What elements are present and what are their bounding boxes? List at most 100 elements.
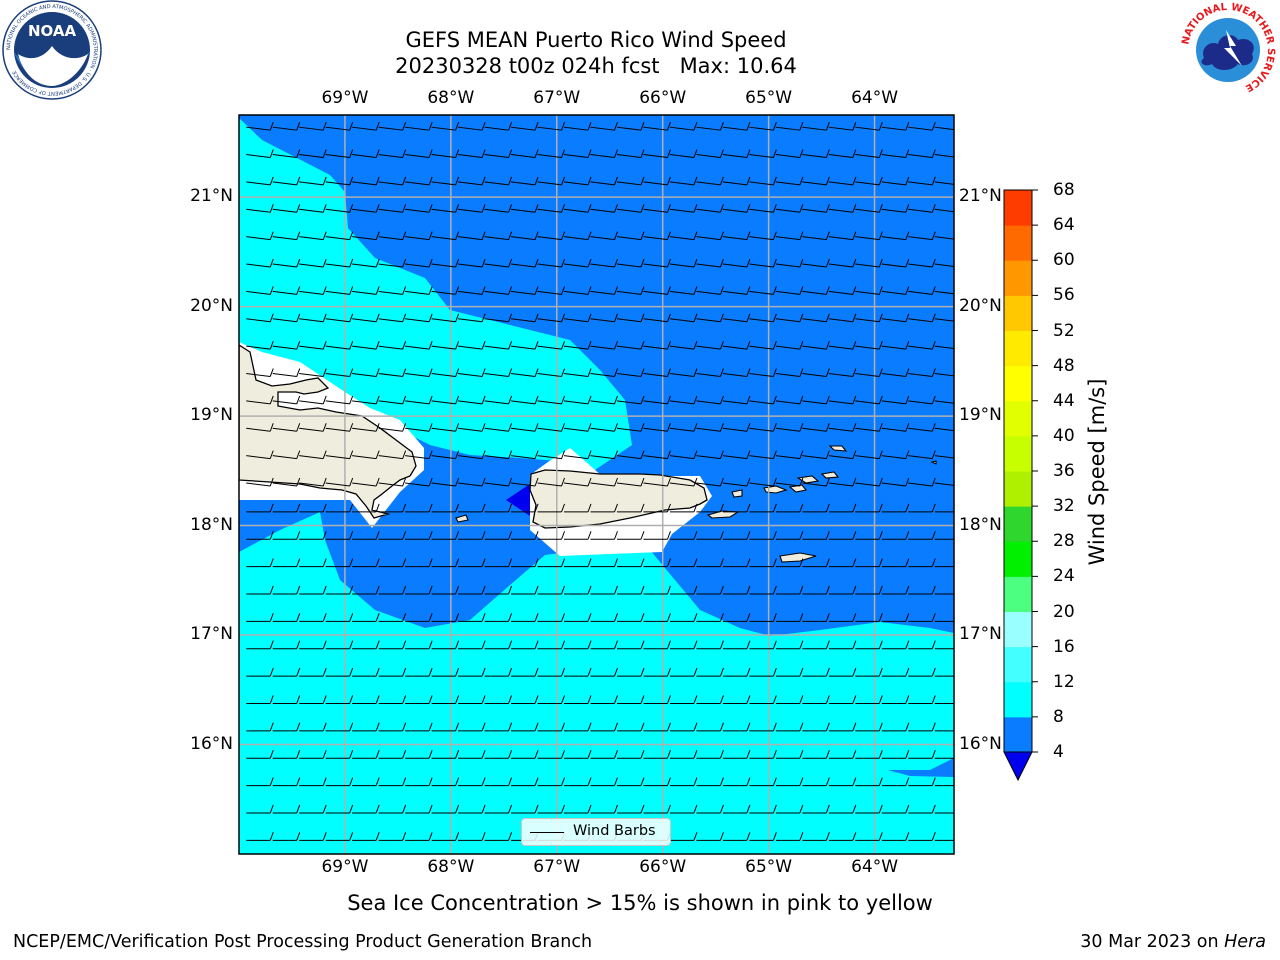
wind-barb-27 [246,804,274,814]
wind-barb-35 [458,804,486,814]
colorbar-segment-11 [1004,330,1032,367]
wind-barb-238 [828,613,857,622]
wind-barb-282 [564,558,592,568]
wind-barb-399 [802,450,830,460]
wind-barb-707 [378,122,407,131]
wind-barb-316 [749,531,777,540]
wind-barb-593 [934,263,954,267]
wind-barb-481 [828,368,857,378]
wind-barb-228 [564,613,592,622]
wind-barb-300 [325,531,354,540]
wind-barb-77 [855,777,883,787]
colorbar-tick-label-1: 64 [1053,215,1075,236]
wind-barb-663 [643,176,671,186]
wind-barb-109 [272,722,301,732]
wind-barb-93 [564,750,592,759]
wind-barb-161 [934,702,954,704]
wind-barb-508 [828,340,857,350]
island-culebra [731,489,743,498]
wind-barb-668 [775,176,804,186]
wind-barb-361 [510,477,539,487]
wind-barb-43 [669,804,698,814]
wind-barb-324 [246,503,274,513]
wind-barb-376 [908,477,936,487]
wind-barb-119 [537,722,566,732]
wind-barb-416 [537,423,566,432]
wind-barb-423 [722,423,751,432]
wind-barb-160 [908,695,936,704]
wind-barb-407 [299,423,327,432]
wind-barb-54 [246,777,274,787]
wind-barb-428 [855,423,883,432]
wind-barb-619 [908,231,936,241]
wind-barb-693 [722,149,751,159]
wind-barb-266 [855,585,883,595]
wind-barb-520 [431,313,460,323]
wind-barb-390 [563,450,592,460]
wind-barb-298 [272,531,301,540]
wind-barb-122 [616,722,645,732]
wind-barb-66 [564,777,592,787]
colorbar-segment-15 [1004,190,1032,226]
wind-barb-505 [749,340,777,350]
wind-barb-229 [590,613,618,622]
wind-barb-477 [722,368,751,378]
wind-barb-478 [749,368,777,378]
wind-barb-656 [458,176,486,186]
wind-barb-449 [696,395,724,405]
wind-barb-703 [272,122,301,131]
wind-barb-25 [908,832,936,841]
wind-barb-175 [590,667,618,677]
wind-barb-383 [378,450,407,460]
colorbar-tick-label-16: 4 [1053,742,1064,762]
footer-machine: Hera [1224,932,1266,952]
wind-barb-603 [484,231,513,241]
wind-barb-17 [696,832,724,841]
wind-barb-170 [458,667,486,677]
wind-barb-342 [722,503,751,513]
wind-barb-299 [299,531,327,540]
wind-barb-19 [749,832,777,841]
wind-barb-159 [881,695,910,704]
wind-barb-625 [352,204,380,213]
lat-tick-right-3: 18°N [959,514,1002,535]
wind-barb-679 [352,149,380,159]
wind-barb-251 [458,585,486,595]
wind-barb-336 [564,503,592,513]
colorbar-tick-label-6: 44 [1053,390,1075,411]
wind-barb-403 [908,450,936,460]
wind-barb-209 [775,640,804,650]
wind-barb-571 [352,258,380,268]
wind-barb-167 [378,667,407,677]
wind-barb-474 [643,368,671,378]
lat-tick-left-4: 17°N [190,624,233,645]
wind-barb-267 [881,585,910,595]
wind-barb-333 [484,503,513,513]
wind-barb-534 [802,313,830,323]
wind-barb-545 [378,286,407,295]
wind-barb-558 [722,286,751,295]
lon-tick-top-0: 69°W [321,88,369,108]
wind-barb-695 [775,149,804,159]
wind-barb-681 [405,149,433,159]
wind-barb-61 [431,777,460,787]
wind-barb-163 [272,667,301,677]
chart-title: GEFS MEAN Puerto Rico Wind Speed [405,28,787,52]
wind-barb-64 [511,777,539,787]
wind-barb-205 [669,640,698,650]
wind-barb-692 [696,149,724,159]
wind-barb-596 [299,231,327,241]
wind-barb-463 [352,368,380,378]
wind-barb-525 [563,313,592,323]
wind-barb-581 [616,258,645,268]
wind-barb-476 [696,368,724,378]
wind-barb-99 [722,750,751,759]
wind-barb-349 [908,503,936,513]
wind-barb-153 [722,695,751,704]
wind-barb-384 [405,450,433,460]
colorbar-segment-13 [1004,260,1032,296]
wind-barb-233 [696,613,724,622]
wind-barb-680 [378,149,407,159]
wind-barb-327 [325,503,354,513]
colorbar-tick-label-15: 8 [1053,706,1064,727]
